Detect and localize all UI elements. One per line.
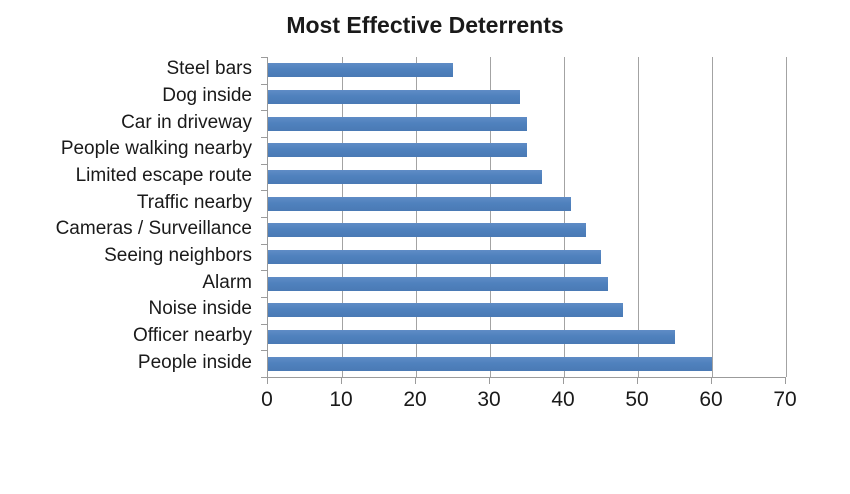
y-axis-tick <box>261 350 267 351</box>
x-axis-tick <box>415 378 416 384</box>
x-axis-tick-label: 0 <box>261 388 273 411</box>
x-axis-tick-label: 10 <box>329 388 353 411</box>
category-label: Seeing neighbors <box>104 245 252 266</box>
gridline-70 <box>786 57 787 377</box>
category-label: Noise inside <box>148 298 253 319</box>
bar-officer-nearby <box>268 330 675 344</box>
x-axis-tick <box>563 378 564 384</box>
category-label: Cameras / Surveillance <box>55 218 252 239</box>
x-axis-tick-label: 50 <box>625 388 649 411</box>
x-axis-tick <box>711 378 712 384</box>
category-label: People inside <box>137 352 252 373</box>
category-label: Alarm <box>202 272 252 293</box>
bar-people-inside <box>268 357 712 371</box>
y-axis-tick <box>261 217 267 218</box>
y-axis-tick <box>261 57 267 58</box>
y-axis-tick <box>261 84 267 85</box>
gridline-20 <box>416 57 417 377</box>
x-axis-tick-label: 60 <box>699 388 723 411</box>
category-label: Car in driveway <box>121 112 252 133</box>
y-axis-tick <box>261 377 267 378</box>
bar-limited-escape-route <box>268 170 542 184</box>
category-label: Limited escape route <box>75 165 252 186</box>
category-label: Dog inside <box>162 85 252 106</box>
bar-alarm <box>268 277 608 291</box>
chart-title: Most Effective Deterrents <box>286 12 564 38</box>
bar-car-in-driveway <box>268 117 527 131</box>
bar-noise-inside <box>268 303 623 317</box>
x-axis-tick-label: 30 <box>477 388 501 411</box>
bar-dog-inside <box>268 90 520 104</box>
x-axis-tick <box>267 378 268 384</box>
y-axis-tick <box>261 110 267 111</box>
plot-area <box>267 57 787 378</box>
x-axis-tick <box>785 378 786 384</box>
y-axis-tick <box>261 244 267 245</box>
gridline-50 <box>638 57 639 377</box>
bar-traffic-nearby <box>268 197 571 211</box>
y-axis-tick <box>261 137 267 138</box>
y-axis-tick <box>261 270 267 271</box>
x-axis-tick-label: 40 <box>551 388 575 411</box>
y-axis-tick <box>261 190 267 191</box>
x-axis-tick <box>489 378 490 384</box>
category-label: Officer nearby <box>133 325 252 346</box>
gridline-30 <box>490 57 491 377</box>
category-label: Traffic nearby <box>136 192 252 213</box>
bar-people-walking-nearby <box>268 143 527 157</box>
bar-steel-bars <box>268 63 453 77</box>
gridline-40 <box>564 57 565 377</box>
y-axis-tick <box>261 297 267 298</box>
x-axis-tick-label: 20 <box>403 388 427 411</box>
x-axis-tick <box>341 378 342 384</box>
category-label: Steel bars <box>166 58 252 79</box>
x-axis-tick-label: 70 <box>773 388 797 411</box>
y-axis-tick <box>261 164 267 165</box>
bar-seeing-neighbors <box>268 250 601 264</box>
bar-cameras-surveillance <box>268 223 586 237</box>
x-axis-tick <box>637 378 638 384</box>
gridline-60 <box>712 57 713 377</box>
category-label: People walking nearby <box>60 138 252 159</box>
y-axis-tick <box>261 324 267 325</box>
gridline-10 <box>342 57 343 377</box>
